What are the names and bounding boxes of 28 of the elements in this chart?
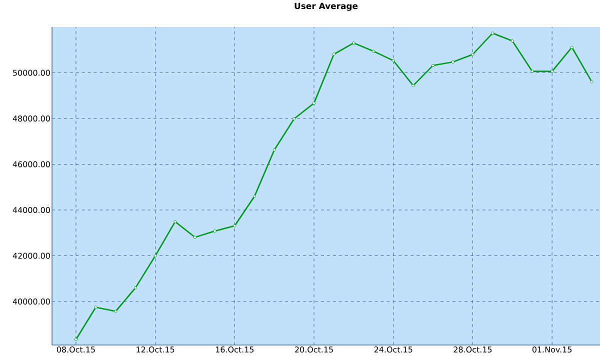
- point: [174, 220, 177, 224]
- point: [570, 46, 574, 49]
- chart-title: User Average: [294, 2, 358, 11]
- point: [432, 64, 435, 67]
- point: [392, 59, 395, 62]
- point: [272, 148, 276, 152]
- point: [372, 50, 376, 53]
- point: [491, 32, 494, 35]
- point: [471, 52, 474, 56]
- point: [451, 60, 454, 64]
- point: [193, 236, 197, 239]
- point: [114, 310, 118, 313]
- point: [74, 338, 78, 342]
- point: [550, 70, 554, 73]
- point: [312, 102, 316, 105]
- point: [412, 84, 415, 88]
- point: [94, 306, 98, 309]
- point: [352, 41, 356, 45]
- point: [332, 52, 336, 56]
- point: [530, 70, 534, 73]
- point: [134, 286, 138, 290]
- point: [292, 117, 296, 120]
- point: [154, 254, 157, 258]
- point: [590, 80, 594, 84]
- point: [252, 194, 256, 198]
- point: [233, 224, 236, 228]
- point: [510, 39, 514, 42]
- point: [213, 230, 216, 233]
